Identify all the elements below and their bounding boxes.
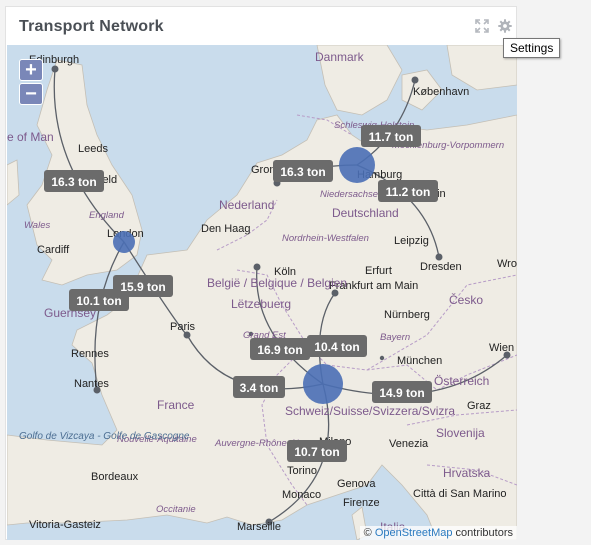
region-wales: Wales [24,220,50,231]
svg-text:16.3 ton: 16.3 ton [280,165,325,179]
country-isle-of-man: e of Man [7,130,54,144]
city-bordeaux: Bordeaux [91,471,139,483]
flow-label[interactable]: 16.3 ton [44,170,104,192]
region-nrw: Nordrhein-Westfalen [282,233,369,244]
country-deutschland: Deutschland [332,206,399,220]
attribution-suffix: contributors [452,527,513,539]
flow-label[interactable]: 14.9 ton [372,381,432,403]
flow-labels: 16.3 ton 16.3 ton 11.7 ton 11.2 ton 10.1… [44,125,438,462]
region-niedersachsen: Niedersachsen [320,189,383,200]
region-occitanie: Occitanie [156,504,196,515]
expand-icon[interactable] [475,19,489,33]
flow-label[interactable]: 10.4 ton [307,335,367,357]
city-sheffield: ield [100,174,117,186]
city-erfurt: Erfurt [365,265,392,277]
country-slovenija: Slovenija [436,426,485,440]
land-sweden [446,45,517,91]
settings-tooltip: Settings [503,38,561,58]
country-letzebuerg: Lëtzebuerg [231,297,291,311]
openstreetmap-link[interactable]: OpenStreetMap [374,527,453,539]
country-nederland: Nederland [219,198,274,212]
svg-text:3.4 ton: 3.4 ton [240,381,279,395]
flow-label[interactable]: 16.9 ton [250,338,310,360]
city-cardiff: Cardiff [37,244,70,256]
flow-label[interactable]: 16.3 ton [273,160,333,182]
transport-network-widget: Transport Network [5,6,517,540]
flow-label[interactable]: 10.7 ton [287,440,347,462]
city-monaco: Monaco [282,489,321,501]
city-kobenhavn: København [413,86,469,98]
region-nouvelle-aquitaine: Nouvelle-Aquitaine [117,434,197,445]
map-attribution: © OpenStreetMap contributors [359,526,517,540]
svg-text:11.7 ton: 11.7 ton [369,130,414,144]
city-groningen: Gron [251,164,275,176]
city-genova: Genova [337,478,376,490]
svg-text:10.7 ton: 10.7 ton [294,445,339,459]
hub-schweiz[interactable] [303,364,343,404]
city-wroclaw: Wroc [497,258,517,270]
city-den-haag: Den Haag [201,223,251,235]
gear-icon[interactable] [498,19,512,33]
land-ireland-edge [7,159,20,206]
city-rennes: Rennes [71,348,109,360]
svg-text:10.4 ton: 10.4 ton [314,340,359,354]
country-belgie: België / Belgique / Belgien [207,276,347,290]
city-firenze: Firenze [343,497,380,509]
region-mecklenburg: Mecklenburg-Vorpommern [392,140,504,151]
attribution-prefix: © [363,527,375,539]
svg-text:14.9 ton: 14.9 ton [379,386,424,400]
city-torino: Torino [287,465,317,477]
country-danmark: Danmark [315,50,365,64]
sea-golfo-vizcaya: Golfo de Vizcaya - Golfe de Gascogne [19,431,190,442]
map-view[interactable]: Edinburgh Leeds ield London Cardiff Den … [7,45,517,540]
country-france: France [157,398,195,412]
region-england: England [89,210,125,221]
city-dresden: Dresden [420,261,462,273]
hub-london[interactable] [113,231,135,253]
zoom-in-button[interactable]: + [19,59,43,81]
region-auvergne: Auvergne-Rhône-Alpes [214,438,314,449]
city-koln: Köln [274,266,296,278]
city-nurnberg: Nürnberg [384,309,430,321]
widget-title: Transport Network [19,18,164,35]
city-nantes: Nantes [74,378,109,390]
land-denmark [316,45,403,116]
svg-text:11.2 ton: 11.2 ton [386,185,431,199]
country-cesko: Česko [449,292,483,307]
svg-text:15.9 ton: 15.9 ton [120,280,165,294]
country-schweiz: Schweiz/Suisse/Svizzera/Svizra [285,404,455,418]
route-endpoints [51,65,511,526]
city-wien: Wien [489,342,514,354]
zoom-out-button[interactable]: − [19,83,43,105]
hub-markers [113,147,375,404]
city-frankfurt: Frankfurt am Main [329,280,418,292]
city-vitoria-gasteiz: Vitoria-Gasteiz [29,519,101,531]
country-hrvatska: Hrvatska [443,466,491,480]
flow-label[interactable]: 15.9 ton [113,275,173,297]
svg-text:16.3 ton: 16.3 ton [51,175,96,189]
flow-label[interactable]: 11.7 ton [361,125,421,147]
region-bayern: Bayern [380,332,410,343]
country-osterreich: Österreich [434,374,489,388]
svg-text:16.9 ton: 16.9 ton [257,343,302,357]
flow-label[interactable]: 11.2 ton [378,180,438,202]
flow-label[interactable]: 3.4 ton [233,376,285,398]
city-marseille: Marseille [237,521,281,533]
hub-hamburg[interactable] [339,147,375,183]
city-graz: Graz [467,400,491,412]
svg-text:10.1 ton: 10.1 ton [76,294,121,308]
city-leipzig: Leipzig [394,235,429,247]
city-venezia: Venezia [389,438,429,450]
land-continent [7,114,517,540]
city-munchen: München [397,355,442,367]
region-grand-est: Grand Est [243,330,286,341]
city-leeds: Leeds [78,143,108,155]
city-san-marino: Città di San Marino [413,488,507,500]
map-canvas[interactable]: Edinburgh Leeds ield London Cardiff Den … [7,45,517,540]
city-paris: Paris [170,321,196,333]
